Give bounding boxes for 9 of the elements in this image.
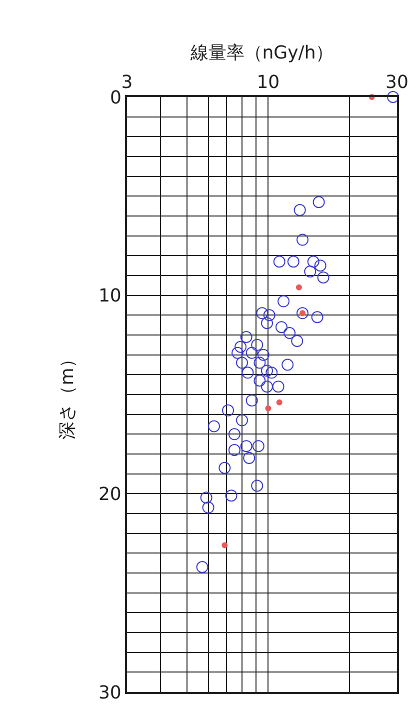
y-tick-label: 0 <box>110 87 122 108</box>
x-tick-label: 3 <box>121 72 133 93</box>
x-axis-title: 線量率（nGy/h） <box>189 42 334 64</box>
x-tick-label: 10 <box>256 72 280 93</box>
y-axis-title: 深さ（m） <box>57 350 78 440</box>
y-tick-label: 10 <box>98 286 122 307</box>
x-tick-label: 30 <box>386 72 408 93</box>
y-tick-label: 20 <box>98 484 122 505</box>
y-tick-label: 30 <box>98 682 122 704</box>
